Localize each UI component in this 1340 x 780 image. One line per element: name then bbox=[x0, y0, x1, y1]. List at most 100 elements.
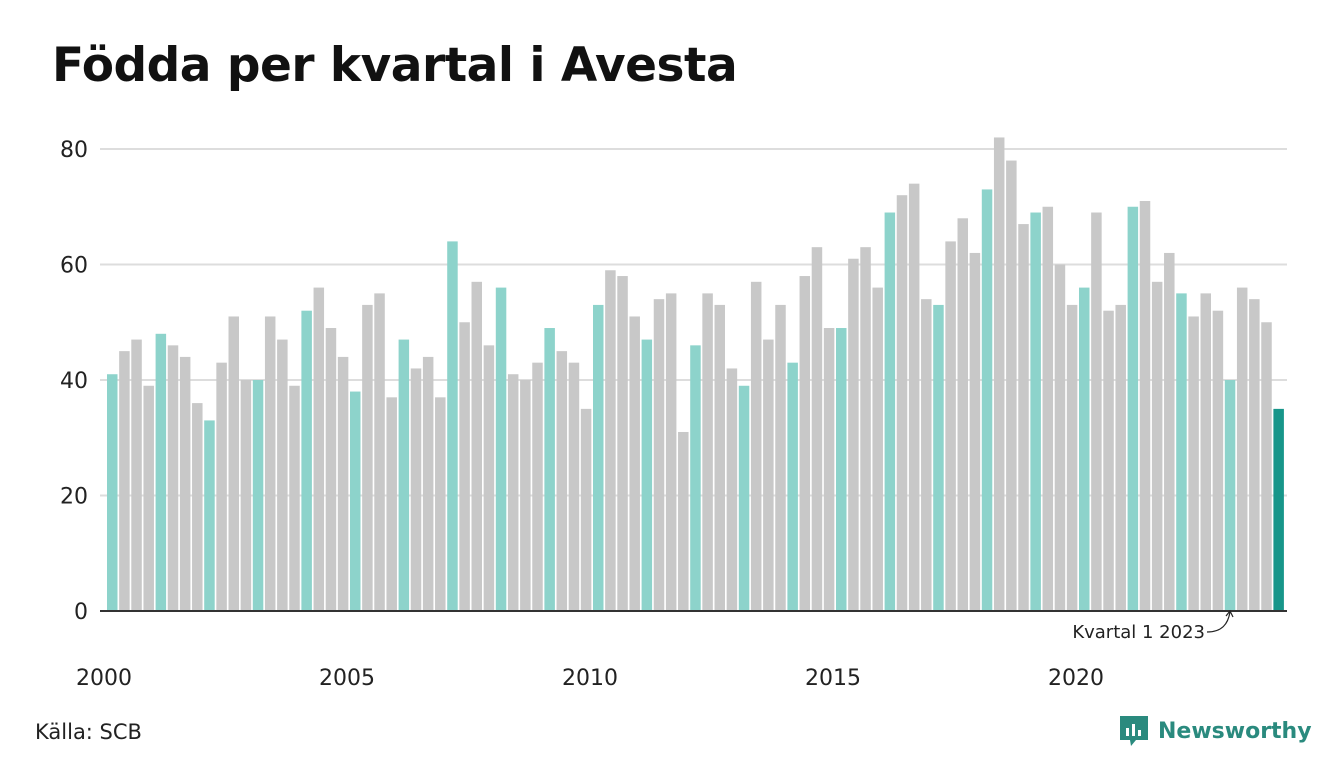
newsworthy-logo-icon bbox=[1120, 716, 1148, 746]
bar bbox=[775, 304, 786, 611]
bar bbox=[1054, 264, 1066, 611]
x-tick-label: 2010 bbox=[562, 666, 618, 691]
bar bbox=[556, 351, 568, 612]
bar bbox=[1236, 287, 1248, 611]
bar bbox=[544, 328, 555, 611]
bar bbox=[787, 362, 798, 611]
bar bbox=[179, 356, 191, 611]
bar bbox=[1127, 206, 1139, 611]
bar bbox=[738, 385, 750, 611]
bar bbox=[1200, 293, 1211, 612]
y-tick-label: 20 bbox=[60, 485, 88, 510]
bar bbox=[350, 391, 361, 611]
bar bbox=[580, 408, 592, 612]
bar bbox=[714, 304, 725, 611]
bar bbox=[143, 385, 154, 611]
bar bbox=[459, 322, 470, 611]
brand-logo: Newsworthy bbox=[1118, 714, 1312, 748]
bar bbox=[119, 351, 130, 612]
bar bbox=[447, 241, 458, 611]
bar bbox=[313, 287, 325, 611]
bar bbox=[593, 304, 604, 611]
bar bbox=[240, 380, 252, 611]
y-tick-label: 0 bbox=[74, 600, 88, 625]
bar bbox=[933, 304, 944, 611]
bar bbox=[410, 368, 422, 611]
bar bbox=[435, 397, 446, 611]
bar bbox=[495, 287, 507, 611]
bar bbox=[362, 304, 373, 611]
bar bbox=[993, 137, 1005, 611]
bar bbox=[848, 258, 859, 611]
bar bbox=[726, 368, 738, 611]
bar bbox=[277, 339, 288, 611]
bar bbox=[483, 345, 495, 611]
bar bbox=[908, 183, 920, 611]
bar bbox=[884, 212, 896, 611]
bar bbox=[1103, 310, 1114, 611]
bar bbox=[520, 380, 531, 611]
bar bbox=[1261, 322, 1272, 611]
bar bbox=[1042, 206, 1054, 611]
bar bbox=[617, 276, 628, 611]
bar bbox=[192, 403, 203, 611]
bar bbox=[981, 189, 993, 612]
bar bbox=[1151, 281, 1163, 611]
y-tick-label: 40 bbox=[60, 369, 88, 394]
bar bbox=[690, 345, 701, 611]
bar bbox=[1212, 310, 1224, 611]
bar bbox=[896, 195, 908, 611]
bar bbox=[811, 247, 823, 612]
bar bbox=[750, 281, 762, 611]
bar bbox=[167, 345, 179, 611]
x-tick-label: 2020 bbox=[1048, 666, 1104, 691]
bar bbox=[1091, 212, 1102, 611]
bar bbox=[301, 310, 312, 611]
bar bbox=[665, 293, 677, 612]
bar bbox=[945, 241, 956, 611]
bar bbox=[532, 362, 543, 611]
bar bbox=[228, 316, 239, 611]
bar bbox=[1115, 304, 1126, 611]
bar bbox=[1139, 200, 1151, 611]
bar bbox=[1188, 316, 1199, 611]
bar bbox=[289, 385, 300, 611]
bar bbox=[641, 339, 653, 611]
annotation-arrow bbox=[1206, 611, 1231, 633]
bar bbox=[1006, 160, 1017, 612]
bar bbox=[605, 270, 616, 611]
annotation-label: Kvartal 1 2023 bbox=[1072, 622, 1205, 643]
bar bbox=[107, 374, 118, 611]
bar bbox=[325, 328, 337, 611]
bar bbox=[872, 287, 883, 611]
x-tick-label: 2000 bbox=[76, 666, 132, 691]
bar bbox=[252, 380, 264, 611]
bar bbox=[131, 339, 142, 611]
bar bbox=[568, 362, 580, 611]
bar bbox=[1030, 212, 1041, 611]
source-note: Källa: SCB bbox=[35, 720, 142, 744]
bar bbox=[653, 299, 665, 611]
bar bbox=[398, 339, 410, 611]
bar bbox=[629, 316, 640, 611]
bars bbox=[107, 137, 1284, 612]
bar bbox=[155, 333, 167, 611]
bar bbox=[422, 356, 434, 611]
brand-name: Newsworthy bbox=[1158, 718, 1312, 744]
y-tick-label: 60 bbox=[60, 254, 88, 279]
bar bbox=[1273, 408, 1284, 612]
bar bbox=[507, 374, 519, 611]
bar bbox=[204, 420, 215, 611]
y-tick-label: 80 bbox=[60, 138, 88, 163]
bar bbox=[1176, 293, 1187, 612]
bar bbox=[386, 397, 397, 611]
axes: 0 20 40 60 80 2000 2005 2010 2015 2020 bbox=[60, 138, 1287, 691]
bar bbox=[216, 362, 227, 611]
bar bbox=[1249, 299, 1260, 611]
annotation: Kvartal 1 2023 bbox=[1072, 609, 1234, 643]
bar bbox=[1224, 380, 1236, 611]
bar bbox=[860, 247, 871, 612]
bar bbox=[337, 356, 349, 611]
bar bbox=[1164, 252, 1175, 611]
